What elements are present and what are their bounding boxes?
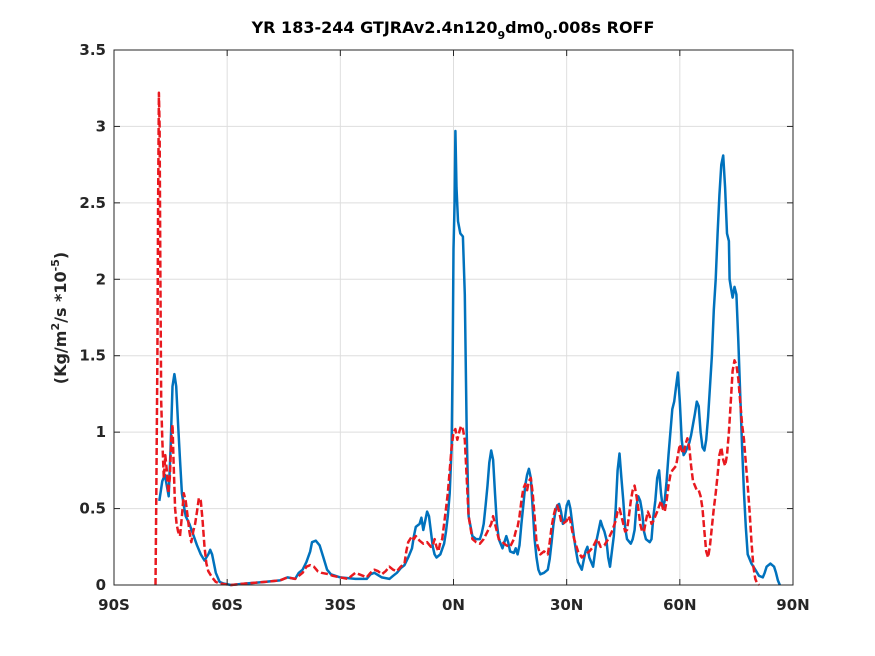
y-tick-label: 0 — [96, 576, 106, 594]
y-tick-label: 2.5 — [79, 194, 106, 212]
ylabel-mid: /s *10 — [51, 271, 70, 323]
ylabel-sup2: -5 — [49, 259, 62, 271]
x-tick-labels: 90S 60S 30S 0N 30N 60N 90N — [98, 596, 810, 614]
y-axis-label: (Kg/m2/s *10-5) — [49, 252, 70, 384]
series-group — [154, 91, 781, 587]
y-tick-label: 0.5 — [79, 500, 106, 518]
x-tick-label: 60N — [663, 596, 696, 614]
ticks — [113, 49, 794, 586]
x-tick-label: 90S — [98, 596, 130, 614]
x-tick-label: 90N — [776, 596, 809, 614]
x-tick-label: 30S — [324, 596, 356, 614]
title-main: YR 183-244 GTJRAv2.4n120 — [251, 18, 498, 37]
series-line-1 — [158, 129, 781, 587]
y-tick-labels: 0 0.5 1 1.5 2 2.5 3 3.5 — [79, 41, 106, 594]
x-tick-label: 30N — [550, 596, 583, 614]
title-sub1: 9 — [497, 29, 505, 42]
ylabel-pre: (Kg/m — [51, 331, 70, 385]
chart-title: YR 183-244 GTJRAv2.4n1209dm00.008s ROFF — [251, 18, 655, 42]
title-sub2: 0 — [544, 29, 552, 42]
y-tick-label: 1.5 — [79, 347, 106, 365]
title-mid: dm0 — [505, 18, 544, 37]
title-end: .008s ROFF — [552, 18, 654, 37]
y-tick-label: 2 — [96, 270, 106, 288]
y-tick-label: 3.5 — [79, 41, 106, 59]
x-tick-label: 0N — [442, 596, 465, 614]
y-tick-label: 3 — [96, 117, 106, 135]
x-tick-label: 60S — [211, 596, 243, 614]
y-tick-label: 1 — [96, 423, 106, 441]
ylabel-post: ) — [51, 252, 70, 259]
ylabel-sup1: 2 — [49, 323, 62, 331]
